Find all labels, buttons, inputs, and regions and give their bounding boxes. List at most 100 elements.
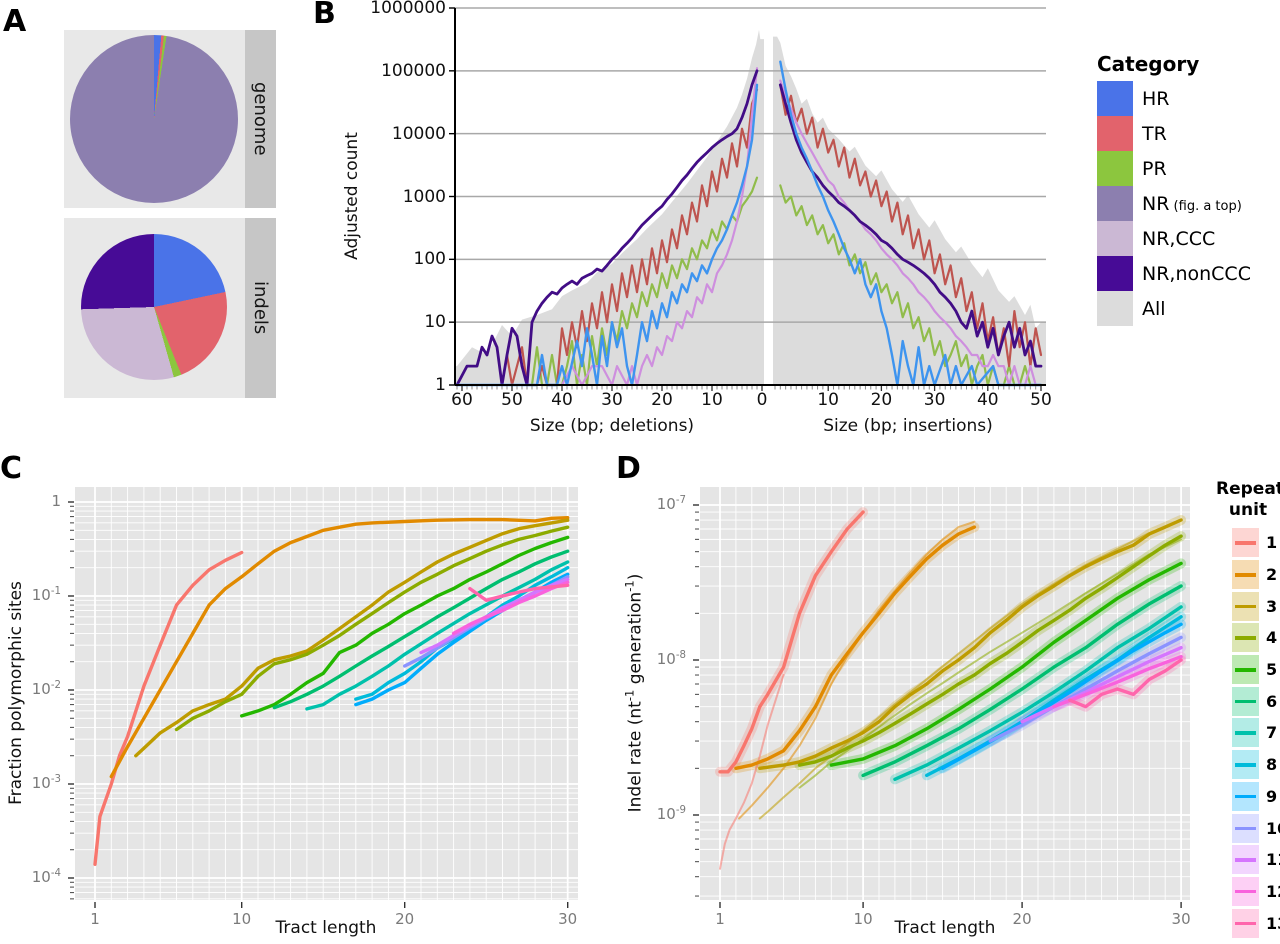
b-y-tick-label: 100 bbox=[413, 249, 446, 270]
d-y-axis-title: Indel rate (nt-1 generation-1) bbox=[622, 573, 646, 813]
legend-item-label: 10 bbox=[1266, 818, 1280, 838]
series-unit-6 bbox=[272, 549, 570, 710]
legend-item-label: TR bbox=[1142, 122, 1167, 145]
legend-swatch bbox=[1097, 81, 1133, 116]
repeat-unit-legend-item-4: 4 bbox=[1232, 622, 1280, 654]
series-unit-1 bbox=[93, 550, 244, 866]
series-NR,nonCCC bbox=[778, 83, 1043, 368]
legend-item-label: NR,CCC bbox=[1142, 227, 1216, 250]
legend-item-label: All bbox=[1142, 297, 1166, 320]
series-unit-3 bbox=[134, 518, 570, 758]
legend-swatch bbox=[1097, 151, 1133, 186]
legend-item-label: PR bbox=[1142, 157, 1167, 180]
legend-item-NR,nonCCC: NR,nonCCC bbox=[1097, 256, 1251, 291]
repeat-unit-legend-title-line1: Repeat bbox=[1216, 479, 1280, 499]
repeat-unit-legend-item-6: 6 bbox=[1232, 685, 1280, 717]
legend-key bbox=[1232, 686, 1259, 716]
legend-item-label: 1 bbox=[1266, 533, 1278, 553]
repeat-unit-legend-item-1: 1 bbox=[1232, 527, 1280, 559]
legend-key bbox=[1232, 781, 1259, 811]
repeat-unit-legend-items: 12345678910111213 bbox=[1232, 527, 1280, 939]
legend-item-TR: TR bbox=[1097, 116, 1251, 151]
legend-item-label: 11 bbox=[1266, 850, 1280, 870]
legend-key bbox=[1232, 655, 1259, 685]
series-unit-10 bbox=[988, 635, 1183, 743]
b-x-axis-title-deletions: Size (bp; deletions) bbox=[529, 416, 695, 436]
series-NR,nonCCC bbox=[455, 69, 759, 387]
series-unit-5 bbox=[240, 535, 570, 718]
legend-item-label: 9 bbox=[1266, 786, 1278, 806]
repeat-unit-legend-item-3: 3 bbox=[1232, 590, 1280, 622]
series-unit-12 bbox=[1052, 655, 1183, 709]
legend-swatch bbox=[1097, 291, 1133, 326]
legend-item-PR: PR bbox=[1097, 151, 1251, 186]
legend-item-All: All bbox=[1097, 291, 1251, 326]
legend-key bbox=[1232, 623, 1259, 653]
c-y-axis-title: Fraction polymorphic sites bbox=[6, 581, 26, 805]
series-unit-3 bbox=[758, 518, 1183, 770]
all-area-deletions bbox=[455, 29, 764, 386]
legend-item-label: 8 bbox=[1266, 755, 1278, 775]
c-x-axis-title: Tract length bbox=[275, 918, 377, 938]
panel-b-label: B bbox=[313, 0, 336, 31]
series-unit-11 bbox=[1020, 646, 1183, 724]
legend-swatch bbox=[1097, 256, 1133, 291]
indel-rate-chart bbox=[693, 487, 1190, 908]
repeat-unit-legend-item-11: 11 bbox=[1232, 844, 1280, 876]
fraction-polymorphic-chart bbox=[68, 487, 578, 908]
repeat-unit-legend-title-line2: unit bbox=[1228, 500, 1268, 520]
legend-key bbox=[1232, 813, 1259, 843]
series-unit-9 bbox=[940, 622, 1183, 770]
panel-a-label: A bbox=[3, 4, 27, 39]
legend-key bbox=[1232, 591, 1259, 621]
legend-key bbox=[1232, 845, 1259, 875]
strip-genome: genome bbox=[245, 30, 276, 208]
legend-item-label: NR,nonCCC bbox=[1142, 262, 1251, 285]
repeat-unit-legend-item-5: 5 bbox=[1232, 654, 1280, 686]
category-legend: Category HR TR PR NR (fig. a top) NR,CCC NR,n… bbox=[1097, 52, 1251, 326]
repeat-unit-legend-item-2: 2 bbox=[1232, 559, 1280, 591]
legend-item-NR: NR (fig. a top) bbox=[1097, 186, 1251, 221]
legend-item-label: 5 bbox=[1266, 660, 1278, 680]
b-y-axis-title: Adjusted count bbox=[342, 132, 362, 260]
repeat-unit-legend-item-12: 12 bbox=[1232, 876, 1280, 908]
series-unit-4 bbox=[174, 525, 570, 732]
legend-item-label: 2 bbox=[1266, 565, 1278, 585]
series-HR bbox=[455, 83, 759, 387]
legend-item-label: HR bbox=[1142, 87, 1170, 110]
repeat-unit-legend-item-10: 10 bbox=[1232, 812, 1280, 844]
b-y-tick-label: 10 bbox=[424, 312, 446, 333]
all-area-insertions bbox=[773, 36, 1046, 385]
legend-key bbox=[1232, 750, 1259, 780]
b-y-tick-label: 1000000 bbox=[370, 0, 446, 19]
series-PR bbox=[530, 176, 759, 387]
legend-item-label: 6 bbox=[1266, 691, 1278, 711]
pie-indels bbox=[81, 234, 227, 380]
series-unit-2 bbox=[109, 516, 570, 779]
category-legend-items: HR TR PR NR (fig. a top) NR,CCC NR,nonCCC All bbox=[1097, 81, 1251, 326]
b-y-tick-label: 1000 bbox=[402, 186, 446, 207]
strip-indels: indels bbox=[245, 218, 276, 398]
panel-c-label: C bbox=[0, 451, 23, 486]
legend-key bbox=[1232, 718, 1259, 748]
repeat-unit-legend-item-13: 13 bbox=[1232, 907, 1280, 939]
legend-item-label: 13 bbox=[1266, 913, 1280, 933]
series-NR,CCC bbox=[560, 67, 759, 387]
legend-item-HR: HR bbox=[1097, 81, 1251, 116]
legend-key bbox=[1232, 908, 1259, 938]
legend-item-label: 12 bbox=[1266, 881, 1280, 901]
legend-item-NR,CCC: NR,CCC bbox=[1097, 221, 1251, 256]
category-legend-title: Category bbox=[1097, 52, 1200, 76]
legend-item-label: 3 bbox=[1266, 596, 1278, 616]
legend-key bbox=[1232, 560, 1259, 590]
pie-genome bbox=[70, 35, 238, 203]
series-unit-12 bbox=[451, 580, 570, 636]
legend-swatch bbox=[1097, 221, 1133, 256]
panel-d-label: D bbox=[616, 451, 641, 486]
series-unit-4 bbox=[797, 534, 1183, 767]
series-unit-1 bbox=[718, 510, 865, 774]
series-unit-6 bbox=[861, 584, 1183, 778]
series-unit-5 bbox=[829, 561, 1183, 767]
series-unit-13 bbox=[468, 583, 570, 602]
